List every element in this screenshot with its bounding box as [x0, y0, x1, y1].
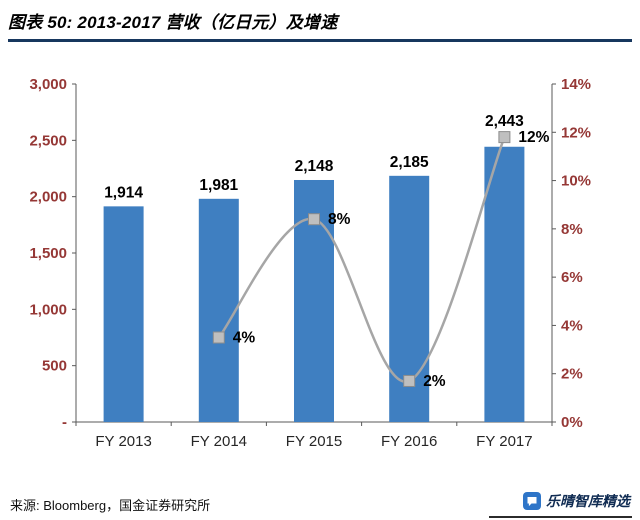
svg-text:4%: 4%: [561, 317, 583, 334]
svg-text:FY 2013: FY 2013: [95, 433, 151, 450]
figure-header: 图表 50: 2013-2017 营收（亿日元）及增速: [0, 0, 640, 42]
chart-canvas: - 500 1,000 1,500 2,000 2,500 3,000 0% 2% 4% 6% 8% 1…: [29, 76, 591, 450]
svg-text:12%: 12%: [518, 129, 549, 146]
svg-text:-: -: [62, 414, 67, 431]
svg-text:1,914: 1,914: [104, 184, 143, 201]
chat-bubble-icon: [523, 492, 541, 510]
svg-text:8%: 8%: [561, 221, 583, 238]
watermark: 乐晴智库精选: [489, 491, 632, 518]
svg-text:1,500: 1,500: [29, 245, 67, 262]
svg-text:14%: 14%: [561, 76, 591, 93]
figure-footer: 来源: Bloomberg，国金证券研究所 乐晴智库精选: [0, 491, 640, 518]
svg-text:2,185: 2,185: [390, 154, 429, 171]
svg-text:4%: 4%: [233, 330, 256, 347]
svg-text:2,148: 2,148: [295, 158, 334, 175]
svg-text:FY 2015: FY 2015: [286, 433, 342, 450]
svg-text:2%: 2%: [423, 373, 446, 390]
title-underline: [8, 39, 632, 42]
svg-text:6%: 6%: [561, 269, 583, 286]
svg-text:8%: 8%: [328, 211, 351, 228]
svg-text:10%: 10%: [561, 173, 591, 190]
svg-text:FY 2016: FY 2016: [381, 433, 437, 450]
svg-text:3,000: 3,000: [29, 76, 67, 93]
svg-text:2%: 2%: [561, 366, 583, 383]
svg-text:FY 2017: FY 2017: [476, 433, 532, 450]
svg-text:FY 2014: FY 2014: [191, 433, 247, 450]
svg-text:2,443: 2,443: [485, 113, 524, 130]
figure-title: 图表 50: 2013-2017 营收（亿日元）及增速: [8, 13, 338, 32]
svg-text:0%: 0%: [561, 414, 583, 431]
svg-text:1,981: 1,981: [199, 177, 238, 194]
svg-text:1,000: 1,000: [29, 301, 67, 318]
svg-text:2,000: 2,000: [29, 189, 67, 206]
svg-text:2,500: 2,500: [29, 132, 67, 149]
revenue-growth-chart: - 500 1,000 1,500 2,000 2,500 3,000 0% 2% 4% 6% 8% 1…: [0, 54, 640, 469]
svg-text:500: 500: [42, 358, 67, 375]
svg-text:12%: 12%: [561, 124, 591, 141]
watermark-text: 乐晴智库精选: [546, 493, 630, 509]
source-note: 来源: Bloomberg，国金证券研究所: [10, 498, 211, 513]
